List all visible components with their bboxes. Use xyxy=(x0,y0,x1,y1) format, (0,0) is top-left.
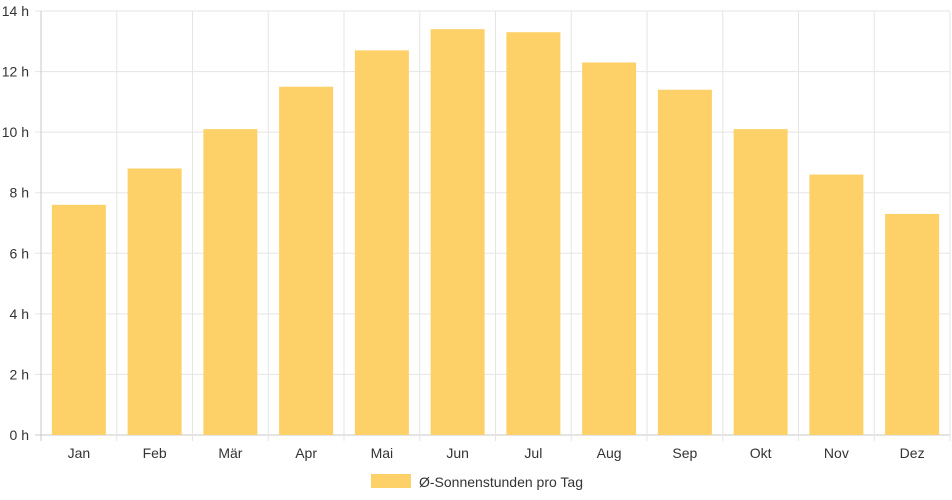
y-tick-label: 8 h xyxy=(10,185,29,201)
bar-mai[interactable] xyxy=(354,50,409,435)
bar-apr[interactable] xyxy=(279,86,334,435)
bar-dez[interactable] xyxy=(885,213,940,435)
legend-label: Ø-Sonnenstunden pro Tag xyxy=(419,474,583,490)
bar-jan[interactable] xyxy=(51,204,106,435)
x-tick-label: Apr xyxy=(295,445,317,461)
y-tick-label: 0 h xyxy=(10,427,29,443)
y-tick-label: 12 h xyxy=(2,64,29,80)
legend-swatch xyxy=(371,474,411,488)
bar-jul[interactable] xyxy=(506,32,561,435)
x-tick-label: Jan xyxy=(68,445,91,461)
y-tick-label: 4 h xyxy=(10,306,29,322)
x-tick-label: Aug xyxy=(597,445,622,461)
x-tick-label: Feb xyxy=(143,445,167,461)
bar-feb[interactable] xyxy=(127,168,182,435)
y-tick-label: 10 h xyxy=(2,124,29,140)
x-tick-label: Mai xyxy=(371,445,394,461)
x-tick-label: Okt xyxy=(750,445,772,461)
y-tick-label: 2 h xyxy=(10,366,29,382)
bar-aug[interactable] xyxy=(582,62,637,435)
bar-nov[interactable] xyxy=(809,174,864,436)
bar-sep[interactable] xyxy=(657,89,712,435)
x-tick-label: Dez xyxy=(900,445,925,461)
x-tick-label: Sep xyxy=(672,445,697,461)
x-tick-label: Nov xyxy=(824,445,849,461)
bar-jun[interactable] xyxy=(430,29,485,436)
y-tick-label: 14 h xyxy=(2,3,29,19)
bar-okt[interactable] xyxy=(733,129,788,435)
x-tick-label: Mär xyxy=(218,445,242,461)
y-tick-label: 6 h xyxy=(10,245,29,261)
bar-mär[interactable] xyxy=(203,129,258,435)
x-tick-label: Jun xyxy=(446,445,469,461)
x-tick-label: Jul xyxy=(524,445,542,461)
